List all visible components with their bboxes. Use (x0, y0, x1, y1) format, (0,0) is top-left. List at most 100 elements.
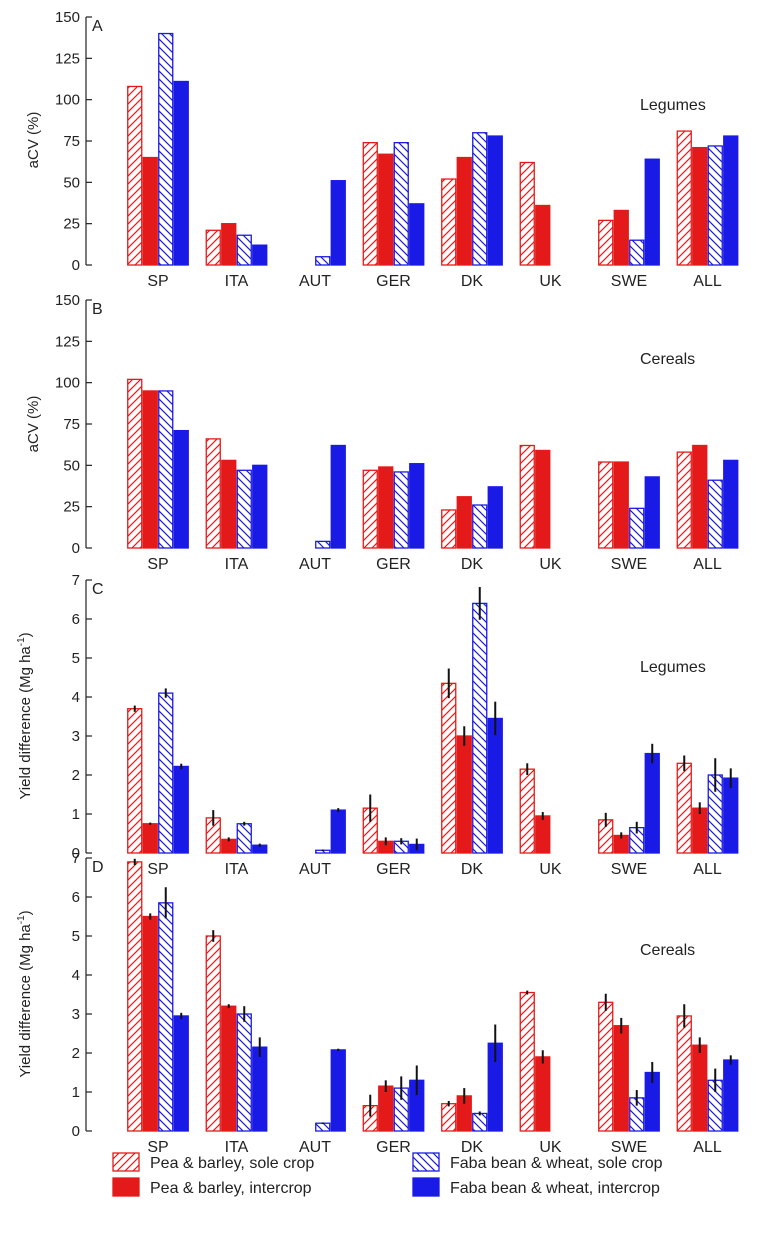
bar (629, 507, 645, 549)
bar (378, 153, 394, 266)
category-label: GER (376, 1139, 411, 1156)
category-label: SWE (611, 556, 647, 573)
legend-label: Faba bean & wheat, intercrop (450, 1180, 660, 1197)
bar (330, 180, 346, 266)
bar (173, 429, 189, 549)
panel-annotation: Legumes (640, 659, 706, 676)
bar (236, 469, 252, 549)
bar (441, 682, 457, 854)
bar (707, 479, 723, 549)
bar (158, 692, 174, 854)
bar (315, 540, 331, 549)
bar (692, 146, 708, 266)
panel-label: B (92, 301, 103, 318)
legend-item: Faba bean & wheat, intercrop (412, 1177, 660, 1197)
legend-swatch (412, 1177, 440, 1197)
bar (362, 469, 378, 549)
bar (205, 935, 221, 1132)
y-axis-label: aCV (%) (25, 112, 42, 169)
bar (173, 1015, 189, 1132)
bar (723, 135, 739, 266)
y-tick-label: 100 (55, 92, 80, 109)
bar (692, 444, 708, 549)
bar (723, 459, 739, 549)
category-label: ALL (693, 556, 722, 573)
y-tick-label: 3 (72, 728, 80, 745)
y-tick-label: 2 (72, 767, 80, 784)
category-label: DK (461, 273, 484, 290)
chart-panel-D: 0 1 2 3 4 5 6 7D Cereals Yield difference (Mg ha-… (16, 850, 739, 1156)
bar (236, 234, 252, 266)
y-tick-label: 150 (55, 9, 80, 26)
bar (330, 444, 346, 549)
category-label: SP (147, 1139, 168, 1156)
bar (613, 461, 629, 549)
y-tick-label: 25 (63, 499, 80, 516)
bar (441, 1103, 457, 1132)
bar (472, 1112, 488, 1132)
y-tick-label: 100 (55, 375, 80, 392)
category-label: AUT (299, 273, 331, 290)
y-tick-label: 75 (63, 133, 80, 150)
bar (158, 32, 174, 266)
category-label: UK (539, 1139, 562, 1156)
bar (221, 1005, 237, 1132)
y-tick-label: 7 (72, 572, 80, 589)
category-label: DK (461, 1139, 484, 1156)
y-axis-label: Yield difference (Mg ha-1) (16, 632, 34, 799)
y-tick-label: 25 (63, 216, 80, 233)
bar (236, 823, 252, 854)
panel-label: D (92, 859, 104, 876)
panel-label: C (92, 581, 104, 598)
bar (142, 390, 158, 549)
bar (707, 145, 723, 266)
bar (629, 239, 645, 266)
bar (221, 459, 237, 549)
category-label: ALL (693, 1139, 722, 1156)
bar (644, 158, 660, 266)
bar (676, 130, 692, 266)
bar (409, 463, 425, 549)
legend-label: Pea & barley, intercrop (150, 1180, 312, 1197)
bar (535, 204, 551, 266)
category-label: SP (147, 861, 168, 878)
bar (393, 471, 409, 549)
legend-label: Faba bean & wheat, sole crop (450, 1155, 663, 1172)
category-label: SP (147, 556, 168, 573)
bar (676, 762, 692, 854)
bar (535, 449, 551, 549)
category-label: UK (539, 273, 562, 290)
bar (409, 203, 425, 266)
category-label: SWE (611, 1139, 647, 1156)
bar (472, 602, 488, 854)
bar (535, 1056, 551, 1132)
legend-item: Pea & barley, sole crop (112, 1152, 314, 1172)
category-label: ITA (225, 1139, 249, 1156)
bar (205, 438, 221, 549)
bar (158, 902, 174, 1132)
bar (378, 1085, 394, 1132)
bar (519, 161, 535, 266)
bar (644, 476, 660, 549)
bar (472, 132, 488, 266)
category-label: ITA (225, 861, 249, 878)
y-tick-label: 150 (55, 292, 80, 309)
y-tick-label: 0 (72, 845, 80, 862)
legend-label: Pea & barley, sole crop (150, 1155, 314, 1172)
y-axis-label: aCV (%) (25, 396, 42, 453)
bar (644, 752, 660, 854)
y-tick-label: 6 (72, 889, 80, 906)
bar (221, 838, 237, 854)
panel-label: A (92, 18, 103, 35)
legend-item: Pea & barley, intercrop (112, 1177, 312, 1197)
bar (519, 991, 535, 1132)
bar (456, 735, 472, 854)
bar (676, 451, 692, 549)
bar (330, 809, 346, 854)
y-tick-label: 50 (63, 457, 80, 474)
bar (535, 815, 551, 854)
bar (456, 156, 472, 266)
bar (205, 229, 221, 266)
